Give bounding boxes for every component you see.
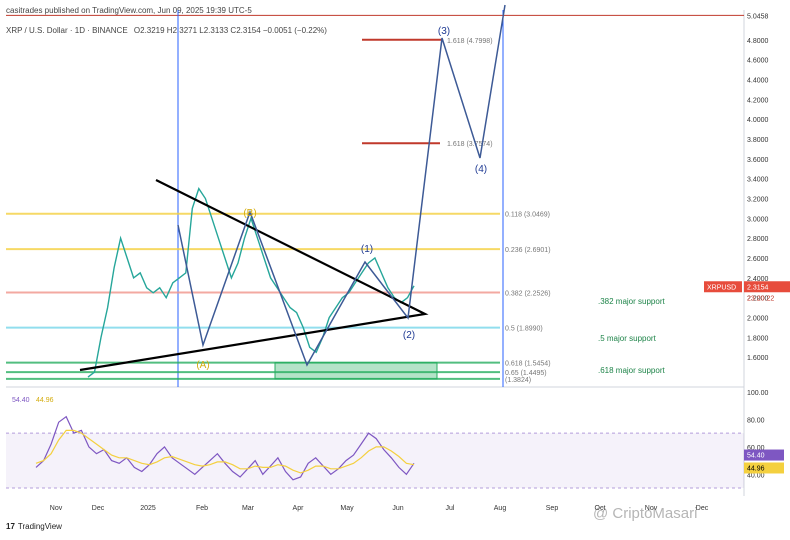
wave-label: (1) [361,244,373,255]
rsi-signal-label: 44.96 [36,397,54,404]
y-tick-label: 2.0000 [747,316,769,323]
wave-label: (4) [475,164,487,175]
y-tick-label: 1.8000 [747,335,769,342]
x-tick-label: Nov [50,505,63,512]
watermark: @ CriptoMasari [593,505,698,522]
publisher-line: casitrades published on TradingView.com,… [6,6,252,15]
symbol-line: XRP / U.S. Dollar · 1D · BINANCE O2.3219… [6,26,327,35]
y-tick-label: 4.4000 [747,77,769,84]
y-tick-label: 3.4000 [747,177,769,184]
rsi-tick-label: 60.00 [747,445,765,452]
y-tick-label: 4.6000 [747,58,769,65]
fib-level-label: 0.618 (1.5454) [505,361,551,368]
wave-label: (2) [403,330,415,341]
fib-level-label: 0.5 (1.8990) [505,326,543,333]
symbol-label: XRP / U.S. Dollar · 1D · BINANCE [6,26,128,35]
y-tick-label: 2.6000 [747,256,769,263]
y-tick-label: 3.8000 [747,137,769,144]
price-tag-value: 2.3154 [747,284,769,291]
x-tick-label: 2025 [140,505,156,512]
x-tick-label: Sep [546,505,559,512]
y-tick-label: 4.8000 [747,38,769,45]
tradingview-brand-label: TradingView [17,522,62,531]
ohlc-values: O2.3219 H2.3271 L2.3133 C2.3154 −0.0051 … [133,26,327,35]
x-tick-label: Aug [494,505,507,512]
tradingview-logo-icon: 17 [6,522,15,531]
rsi-value-tag [744,449,784,461]
y-tick-label: 4.0000 [747,117,769,124]
support-zone [274,362,438,380]
y-tick-label: 1.6000 [747,355,769,362]
x-tick-label: Apr [293,505,305,512]
rsi-signal-tag-label: 44.96 [747,465,765,472]
wave-label: (B) [243,208,256,219]
x-tick-label: Mar [242,505,255,512]
x-tick-label: May [340,505,354,512]
rsi-tick-label: 40.00 [747,472,765,479]
fib-level-label: 0.118 (3.0469) [505,212,550,219]
rsi-value-tag-label: 54.40 [747,453,765,460]
rsi-signal-line [35,429,415,474]
wave-label: (A) [196,360,209,371]
support-annotation: .618 major support [598,366,665,375]
y-tick-label: 3.6000 [747,157,769,164]
target-label: 1.618 (3.7574) [447,141,493,148]
y-tick-label: 3.0000 [747,216,769,223]
y-tick-label: 2.2000 [747,296,769,303]
rsi-signal-tag [744,462,784,474]
symbol-tag-label: XRPUSD [707,284,736,291]
price-tag-bg [744,281,790,293]
rsi-band [6,433,744,488]
rsi-line [35,415,415,481]
rsi-tick-label: 100.00 [747,390,769,397]
price-countdown: 23:20:22 [747,295,774,302]
x-tick-label: Dec [92,505,105,512]
y-tick-label: 5.0458 [747,13,769,20]
rsi-value-label: 54.40 [12,397,30,404]
x-tick-label: Feb [196,505,208,512]
symbol-tag-bg [704,281,742,293]
support-annotation: .5 major support [598,334,657,343]
tradingview-brand: 17 TradingView [6,522,62,531]
x-tick-label: Jul [446,505,455,512]
y-tick-label: 4.2000 [747,97,769,104]
support-annotation: .382 major support [598,297,665,306]
target-label: 1.618 (4.7998) [447,38,493,45]
fib-level-label: (1.3824) [505,377,531,384]
y-tick-label: 2.4000 [747,276,769,283]
rsi-tick-label: 80.00 [747,417,765,424]
y-tick-label: 2.8000 [747,236,769,243]
wave-label: (3) [438,26,450,37]
fib-level-label: 0.65 (1.4495) [505,370,547,377]
fib-level-label: 0.382 (2.2526) [505,290,551,297]
wave-path [177,4,506,367]
fib-level-label: 0.236 (2.6901) [505,247,551,254]
y-tick-label: 3.2000 [747,197,769,204]
x-tick-label: Nov [645,505,658,512]
x-tick-label: Oct [595,505,606,512]
price-series-line [87,187,415,378]
x-tick-label: Jun [392,505,403,512]
x-tick-label: Dec [696,505,709,512]
